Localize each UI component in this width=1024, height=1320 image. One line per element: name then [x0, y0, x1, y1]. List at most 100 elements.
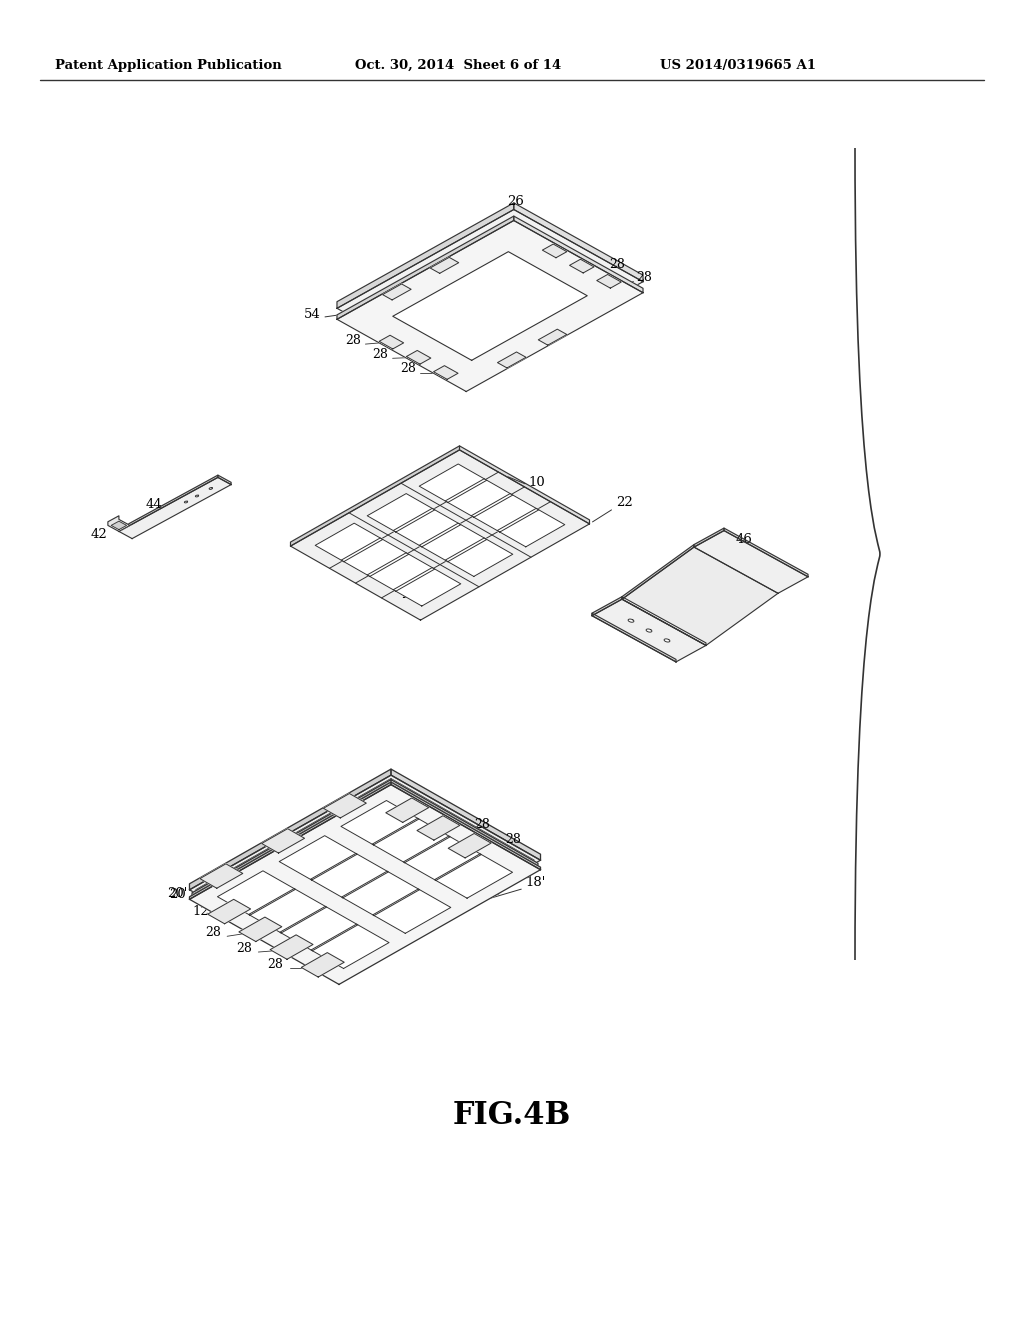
Polygon shape: [196, 781, 534, 973]
Polygon shape: [301, 953, 344, 977]
Polygon shape: [291, 446, 460, 546]
Text: 44: 44: [145, 498, 162, 511]
Text: 19: 19: [311, 824, 328, 837]
Polygon shape: [193, 781, 538, 979]
Text: 28: 28: [336, 814, 351, 828]
Text: 12: 12: [193, 906, 209, 919]
Polygon shape: [184, 502, 187, 503]
Polygon shape: [445, 539, 513, 577]
Polygon shape: [393, 252, 587, 360]
Polygon shape: [498, 352, 526, 368]
Polygon shape: [108, 516, 130, 532]
Polygon shape: [407, 351, 431, 364]
Polygon shape: [592, 614, 676, 661]
Polygon shape: [539, 329, 567, 345]
Text: 28: 28: [399, 363, 416, 375]
Polygon shape: [434, 854, 513, 898]
Polygon shape: [372, 818, 451, 863]
Polygon shape: [417, 816, 460, 840]
Polygon shape: [209, 487, 212, 490]
Text: 28: 28: [345, 334, 361, 347]
Polygon shape: [239, 917, 282, 941]
Text: FIG.4B: FIG.4B: [453, 1100, 571, 1130]
Polygon shape: [569, 259, 594, 273]
Polygon shape: [514, 216, 643, 293]
Polygon shape: [391, 770, 541, 861]
Polygon shape: [189, 775, 541, 975]
Text: Oct. 30, 2014  Sheet 6 of 14: Oct. 30, 2014 Sheet 6 of 14: [355, 58, 561, 71]
Polygon shape: [196, 779, 391, 892]
Polygon shape: [386, 799, 429, 822]
Polygon shape: [514, 203, 643, 281]
Polygon shape: [193, 780, 391, 895]
Polygon shape: [373, 888, 451, 933]
Polygon shape: [430, 257, 459, 273]
Text: 18: 18: [434, 898, 451, 911]
Polygon shape: [119, 475, 218, 532]
Polygon shape: [597, 275, 622, 288]
Polygon shape: [337, 203, 514, 309]
Polygon shape: [310, 854, 388, 898]
Polygon shape: [449, 833, 492, 858]
Polygon shape: [543, 244, 567, 257]
Polygon shape: [419, 463, 486, 503]
Polygon shape: [280, 907, 357, 950]
Polygon shape: [189, 784, 541, 985]
Polygon shape: [433, 366, 458, 379]
Text: 28: 28: [273, 850, 290, 863]
Polygon shape: [337, 216, 514, 319]
Text: 26: 26: [507, 195, 524, 209]
Text: 10: 10: [528, 475, 546, 488]
Polygon shape: [383, 284, 411, 300]
Polygon shape: [337, 220, 643, 392]
Text: 52: 52: [536, 301, 553, 314]
Text: 28: 28: [237, 942, 252, 956]
Polygon shape: [270, 935, 313, 960]
Polygon shape: [379, 335, 403, 348]
Text: 18': 18': [525, 876, 546, 890]
Polygon shape: [337, 210, 643, 380]
Text: 50: 50: [608, 289, 626, 302]
Text: 20: 20: [169, 888, 186, 900]
Polygon shape: [249, 888, 327, 933]
Text: 28: 28: [636, 272, 652, 284]
Polygon shape: [694, 531, 808, 593]
Polygon shape: [200, 863, 243, 888]
Polygon shape: [391, 781, 541, 870]
Polygon shape: [391, 779, 534, 862]
Polygon shape: [189, 781, 391, 899]
Polygon shape: [403, 836, 481, 880]
Polygon shape: [393, 508, 461, 546]
Text: 18': 18': [484, 884, 505, 898]
Polygon shape: [324, 793, 367, 818]
Polygon shape: [311, 924, 389, 969]
Text: 46: 46: [735, 533, 753, 546]
Text: 28: 28: [609, 259, 625, 271]
Text: 28: 28: [267, 958, 284, 970]
Text: Patent Application Publication: Patent Application Publication: [55, 58, 282, 71]
Polygon shape: [341, 539, 409, 577]
Text: 26: 26: [400, 589, 418, 601]
Polygon shape: [592, 597, 622, 615]
Polygon shape: [208, 899, 251, 924]
Polygon shape: [368, 494, 435, 532]
Text: 22: 22: [616, 496, 633, 510]
Text: 28: 28: [373, 348, 388, 362]
Text: US 2014/0319665 A1: US 2014/0319665 A1: [660, 58, 816, 71]
Text: 28: 28: [505, 833, 521, 846]
Polygon shape: [112, 521, 127, 529]
Polygon shape: [622, 597, 706, 645]
Text: 28: 28: [205, 927, 221, 940]
Text: 48: 48: [556, 257, 572, 271]
Polygon shape: [391, 780, 538, 866]
Polygon shape: [189, 770, 391, 890]
Polygon shape: [646, 628, 652, 632]
Polygon shape: [724, 528, 808, 577]
Polygon shape: [419, 523, 486, 561]
Polygon shape: [592, 599, 706, 661]
Polygon shape: [471, 494, 539, 532]
Polygon shape: [665, 639, 670, 642]
Polygon shape: [196, 495, 199, 496]
Polygon shape: [217, 871, 296, 915]
Polygon shape: [315, 523, 383, 561]
